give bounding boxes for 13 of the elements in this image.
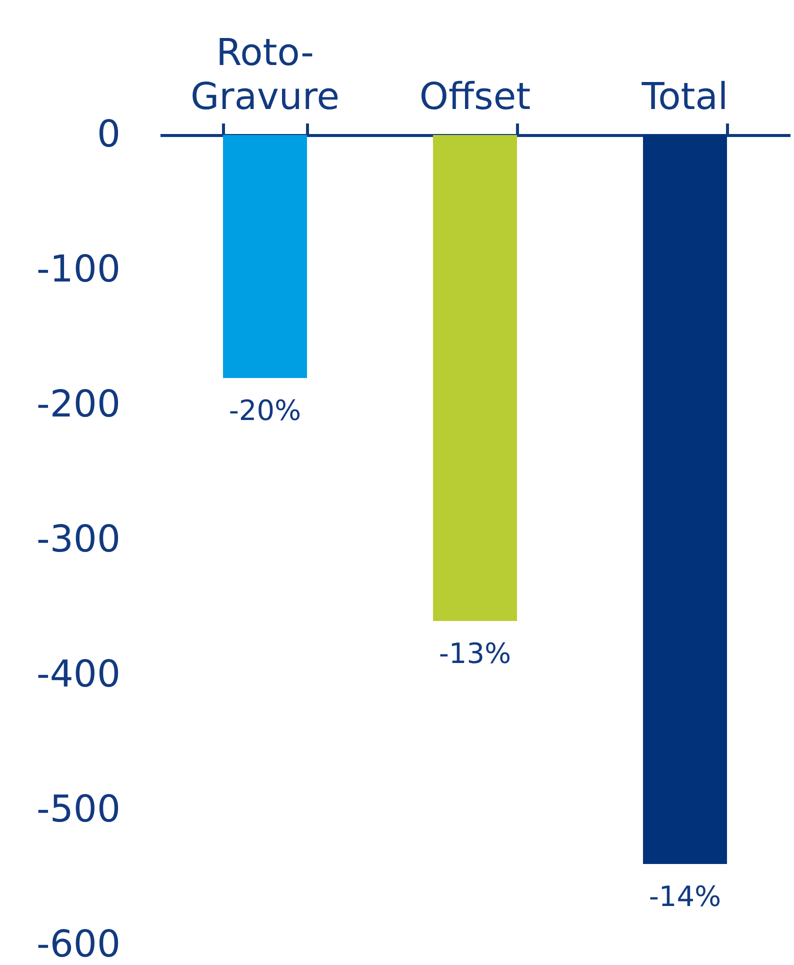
x-tick-label: Offset [419, 75, 531, 118]
y-tick-label: 0 [96, 112, 120, 156]
annotation: -20% [228, 394, 302, 427]
y-tick-label: -200 [36, 382, 120, 426]
y-tick-label: -400 [36, 652, 120, 696]
annotation: -14% [648, 880, 722, 913]
x-tick-label: Roto-Gravure [190, 31, 340, 118]
x-tick-label: Total [640, 75, 728, 118]
y-tick-label: -600 [36, 922, 120, 965]
y-tick-label: -300 [36, 518, 120, 560]
y-tick-label: -500 [36, 788, 120, 830]
y-tick-label: -100 [36, 248, 120, 290]
annotation: -13% [438, 637, 512, 670]
